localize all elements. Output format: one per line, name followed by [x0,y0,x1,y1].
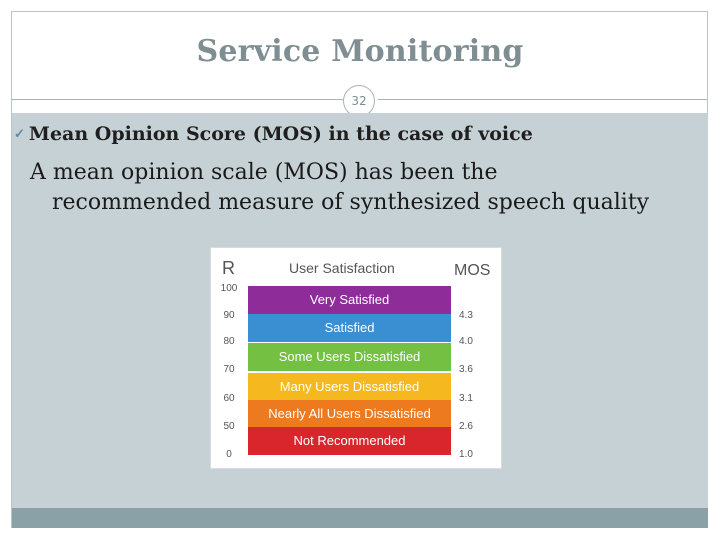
r-tick-90: 90 [223,310,235,321]
r-tick-50: 50 [223,421,235,432]
band-very-satisfied: Very Satisfied [248,286,451,314]
page-number-badge: 32 [343,85,375,117]
band-many-users-dissatisfied: Many Users Dissatisfied [248,373,451,401]
r-tick-80: 80 [223,336,235,347]
r-tick-0: 0 [226,449,232,460]
paragraph-line-2: recommended measure of synthesized speec… [52,190,650,215]
mos-value-2-6: 2.6 [459,421,473,432]
r-tick-100: 100 [220,283,238,294]
mos-scale-figure: R User Satisfaction MOS 100 90 80 70 60 … [210,247,502,469]
bullet-item: ✓ Mean Opinion Score (MOS) in the case of… [14,123,533,145]
slide-title: Service Monitoring [196,34,524,69]
body-paragraph: A mean opinion scale (MOS) has been the … [30,158,710,218]
band-some-users-dissatisfied: Some Users Dissatisfied [248,343,451,371]
mos-header: MOS [454,262,491,279]
footer-bar [12,508,708,528]
r-axis-label: R [222,258,235,278]
mos-value-3-1: 3.1 [459,393,473,404]
band-nearly-all-users-dissatisfied: Nearly All Users Dissatisfied [248,400,451,428]
r-tick-60: 60 [223,393,235,404]
bullet-text: Mean Opinion Score (MOS) in the case of … [28,123,533,145]
r-tick-70: 70 [223,364,235,375]
mos-value-4-3: 4.3 [459,310,473,321]
band-not-recommended: Not Recommended [248,427,451,455]
bullet-icon: ✓ [14,127,25,142]
mos-value-1-0: 1.0 [459,449,473,460]
mos-value-3-6: 3.6 [459,364,473,375]
mos-value-4-0: 4.0 [459,336,473,347]
title-divider-right [378,99,707,100]
band-satisfied: Satisfied [248,314,451,342]
user-satisfaction-header: User Satisfaction [289,260,395,276]
title-divider-left [12,99,344,100]
paragraph-line-1: A mean opinion scale (MOS) has been the [30,160,498,185]
